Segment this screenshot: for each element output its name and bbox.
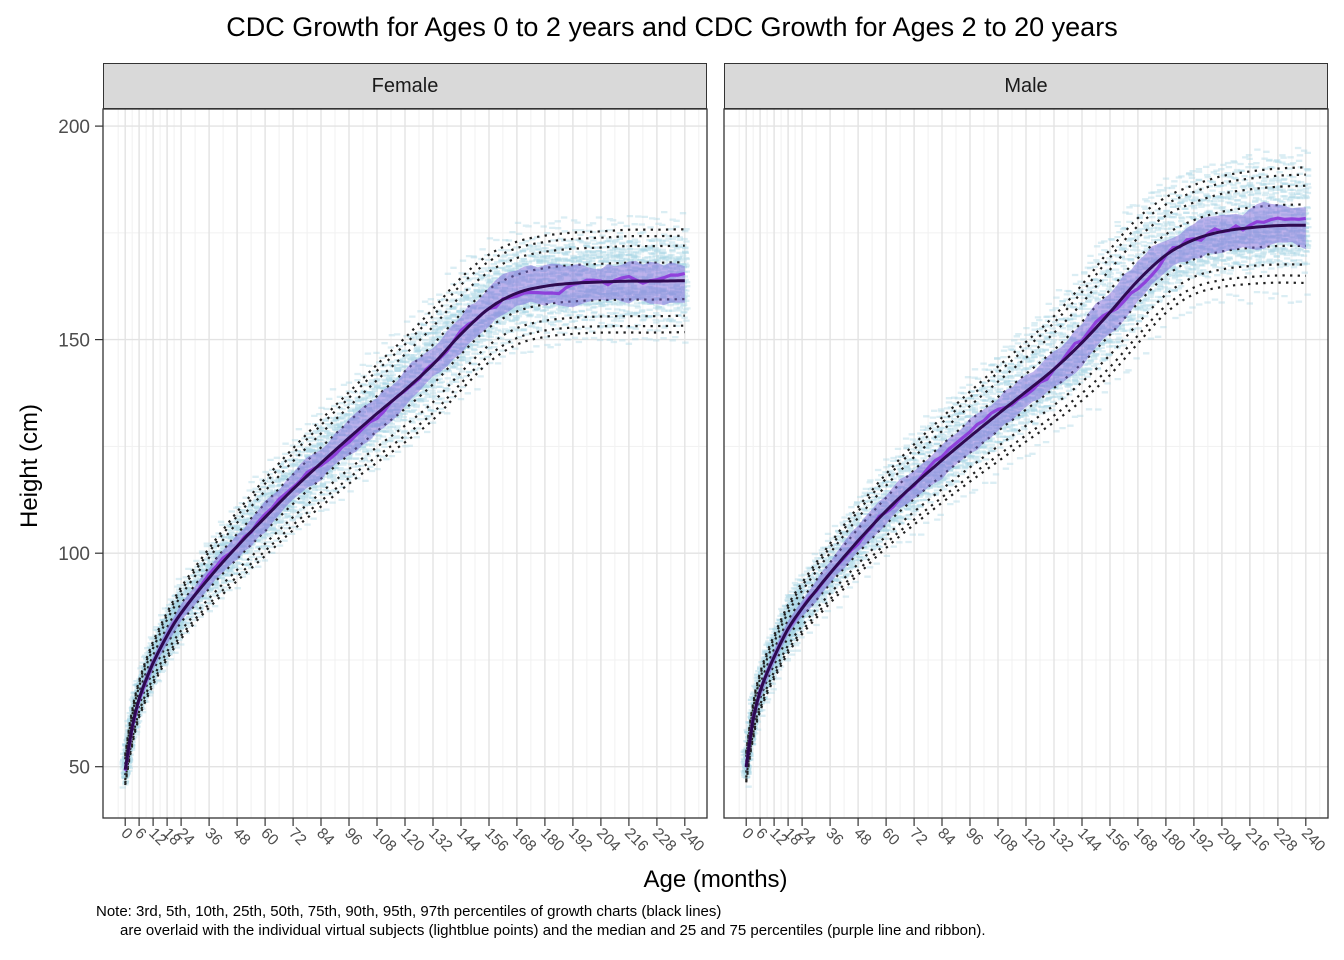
x-tick-label: 36 xyxy=(201,825,225,849)
x-tick-label: 132 xyxy=(425,825,455,855)
x-tick-label: 156 xyxy=(481,825,511,855)
x-tick-label: 72 xyxy=(906,825,930,849)
x-tick-label: 216 xyxy=(1242,825,1272,855)
x-tick-label: 6 xyxy=(752,825,770,843)
percentile-curve xyxy=(745,263,1306,778)
x-tick-label: 48 xyxy=(229,825,253,849)
x-tick-label: 96 xyxy=(962,825,986,849)
x-tick-label: 228 xyxy=(1270,825,1300,855)
x-tick-label: 192 xyxy=(565,825,595,855)
facet-strip-female-label: Female xyxy=(371,74,439,97)
x-tick-label: 84 xyxy=(934,825,958,849)
x-tick-label: 180 xyxy=(537,825,568,856)
x-tick-label: 120 xyxy=(1018,825,1049,856)
y-tick-label: 50 xyxy=(69,757,90,778)
x-tick-label: 36 xyxy=(822,825,846,849)
x-tick-label: 108 xyxy=(369,825,399,855)
facet-strip-male: Male xyxy=(724,63,1328,109)
x-tick-label: 192 xyxy=(1186,825,1216,855)
x-tick-label: 96 xyxy=(341,825,365,849)
x-tick-label: 72 xyxy=(285,825,309,849)
percentile-curve xyxy=(124,234,685,757)
x-tick-label: 144 xyxy=(1074,825,1105,856)
x-tick-label: 204 xyxy=(593,825,624,856)
percentile-curve xyxy=(124,228,685,755)
chart-title: CDC Growth for Ages 0 to 2 years and CDC… xyxy=(226,12,1118,42)
x-tick-label: 24 xyxy=(173,825,197,849)
percentile-curve xyxy=(124,324,685,784)
facet-strip-male-label: Male xyxy=(1004,74,1048,97)
x-tick-label: 168 xyxy=(1130,825,1160,855)
x-tick-label: 60 xyxy=(878,825,902,849)
x-tick-label: 48 xyxy=(850,825,874,849)
x-tick-label: 144 xyxy=(453,825,484,856)
x-tick-label: 24 xyxy=(794,825,818,849)
x-tick-label: 240 xyxy=(1298,825,1329,856)
x-tick-label: 108 xyxy=(990,825,1020,855)
x-tick-label: 228 xyxy=(649,825,679,855)
median-smooth-line xyxy=(123,279,685,770)
y-tick-label: 100 xyxy=(58,544,90,565)
x-tick-label: 240 xyxy=(677,825,708,856)
x-tick-label: 204 xyxy=(1214,825,1245,856)
x-tick-label: 168 xyxy=(509,825,539,855)
x-tick-label: 84 xyxy=(313,825,337,849)
percentile-curve xyxy=(124,331,685,786)
x-tick-label: 132 xyxy=(1046,825,1076,855)
x-tick-label: 216 xyxy=(621,825,651,855)
facet-panel-female xyxy=(103,109,707,818)
note-line-1: Note: 3rd, 5th, 10th, 25th, 50th, 75th, … xyxy=(96,903,722,920)
x-axis-title: Age (months) xyxy=(643,866,788,893)
x-tick-label: 6 xyxy=(131,825,149,843)
y-axis-ticks xyxy=(95,125,103,768)
y-axis-labels: 50 100 150 200 xyxy=(58,117,90,779)
grid-major xyxy=(103,109,707,818)
chart-note: Note: 3rd, 5th, 10th, 25th, 50th, 75th, … xyxy=(96,902,986,940)
facet-panel-male xyxy=(724,109,1328,818)
note-line-2: are overlaid with the individual virtual… xyxy=(120,922,986,939)
percentile-curve xyxy=(745,166,1306,753)
x-tick-label: 60 xyxy=(257,825,281,849)
x-tick-label: 156 xyxy=(1102,825,1132,855)
y-tick-label: 200 xyxy=(58,117,90,138)
percentile-curve xyxy=(124,314,685,781)
x-axis-ticks xyxy=(124,818,686,826)
x-axis-ticks xyxy=(745,818,1307,826)
percentile-curve xyxy=(745,281,1306,783)
median-smooth-line xyxy=(744,223,1306,768)
y-tick-label: 150 xyxy=(58,330,90,351)
x-tick-label: 180 xyxy=(1158,825,1189,856)
x-tick-label: 120 xyxy=(397,825,428,856)
percentile-curve xyxy=(124,244,685,760)
facet-strip-female: Female xyxy=(103,63,707,109)
